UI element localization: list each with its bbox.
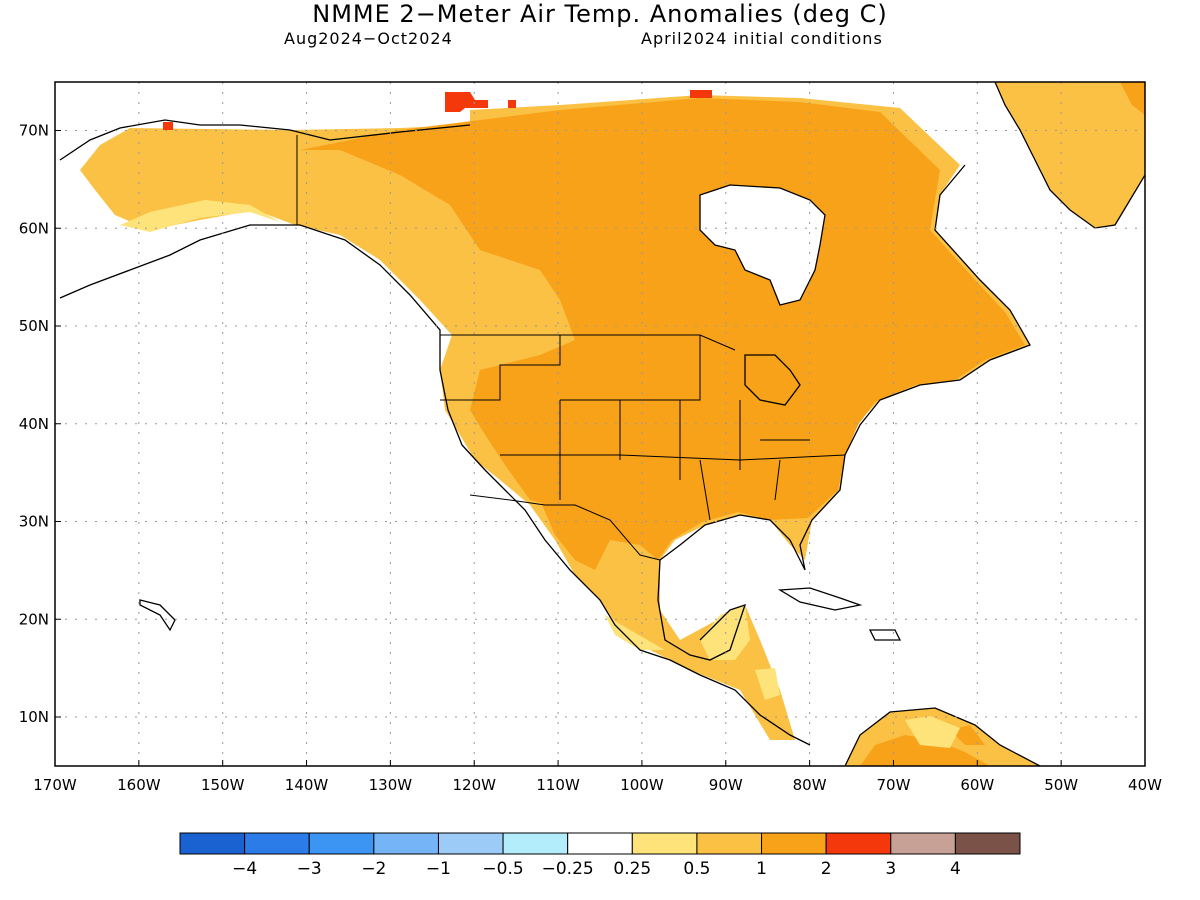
- colorbar-label: −0.5: [482, 859, 523, 879]
- lon-label: 170W: [33, 776, 77, 794]
- political-boundaries: [296, 135, 846, 561]
- colorbar-swatch: [308, 832, 375, 855]
- lon-label: 150W: [201, 776, 245, 794]
- lon-label: 100W: [620, 776, 664, 794]
- colorbar-label: −4: [232, 859, 257, 879]
- colorbar-label: 3: [885, 859, 896, 879]
- lon-label: 50W: [1044, 776, 1078, 794]
- gridlines: [55, 82, 1145, 766]
- lon-label: 110W: [536, 776, 580, 794]
- lat-label: 10N: [19, 708, 49, 726]
- colorbar-swatch: [954, 832, 1021, 855]
- lat-label: 60N: [19, 219, 49, 237]
- map-title: NMME 2−Meter Air Temp. Anomalies (deg C): [312, 0, 888, 28]
- lon-label: 140W: [285, 776, 329, 794]
- lon-label: 160W: [117, 776, 161, 794]
- colorbar-label: −3: [297, 859, 322, 879]
- anomaly-region-weak-alaska: [120, 200, 280, 232]
- lat-label: 50N: [19, 317, 49, 335]
- colorbar-label: 0.25: [613, 859, 651, 879]
- initial-conditions: April2024 initial conditions: [641, 29, 883, 48]
- colorbar-label: 1: [756, 859, 767, 879]
- colorbar-swatch: [244, 832, 310, 855]
- colorbar-label: 0.5: [683, 859, 710, 879]
- colorbar-swatch: [761, 832, 827, 855]
- anomaly-region-strong-greenland: [1120, 82, 1145, 115]
- colorbar: −4 −3 −2 −1 −0.5 −0.25 0.25 0.5 1 2 3 4: [179, 832, 1021, 879]
- lon-label: 90W: [709, 776, 743, 794]
- anomaly-region-weak-central-america: [605, 605, 780, 700]
- hudson-bay: [700, 185, 825, 305]
- lon-label: 40W: [1128, 776, 1162, 794]
- colorbar-label: 2: [821, 859, 832, 879]
- coastlines: [59, 82, 1145, 766]
- longitude-axis: 170W 160W 150W 140W 130W 120W 110W 100W 90W 80W 70…: [33, 760, 1162, 794]
- colorbar-swatch: [890, 832, 956, 855]
- anomaly-region-weak-south-america: [905, 716, 960, 748]
- anomaly-region-strong-interior: [300, 98, 1025, 560]
- lon-label: 130W: [369, 776, 413, 794]
- colorbar-swatch: [373, 832, 439, 855]
- colorbar-label: 4: [950, 859, 961, 879]
- colorbar-swatch: [825, 832, 892, 855]
- colorbar-label: −0.25: [542, 859, 594, 879]
- lon-label: 120W: [452, 776, 496, 794]
- lat-label: 70N: [19, 122, 49, 140]
- colorbar-swatch: [179, 832, 246, 855]
- latitude-axis: 10N 20N 30N 40N 50N 60N 70N: [19, 122, 61, 726]
- colorbar-swatch: [631, 832, 698, 855]
- anomaly-region-strong-mexico: [540, 500, 660, 570]
- colorbar-swatch: [502, 832, 569, 855]
- colorbar-swatch: [696, 832, 763, 855]
- colorbar-label: −2: [361, 859, 386, 879]
- forecast-period: Aug2024−Oct2024: [284, 29, 453, 48]
- lon-label: 80W: [793, 776, 827, 794]
- lat-label: 20N: [19, 610, 49, 628]
- colorbar-label: −1: [426, 859, 451, 879]
- anomaly-region-moderate-greenland: [995, 82, 1145, 228]
- colorbar-swatch: [437, 832, 504, 855]
- colorbar-swatch: [567, 832, 633, 855]
- lon-label: 70W: [877, 776, 911, 794]
- lat-label: 40N: [19, 415, 49, 433]
- lat-label: 30N: [19, 513, 49, 531]
- lon-label: 60W: [960, 776, 994, 794]
